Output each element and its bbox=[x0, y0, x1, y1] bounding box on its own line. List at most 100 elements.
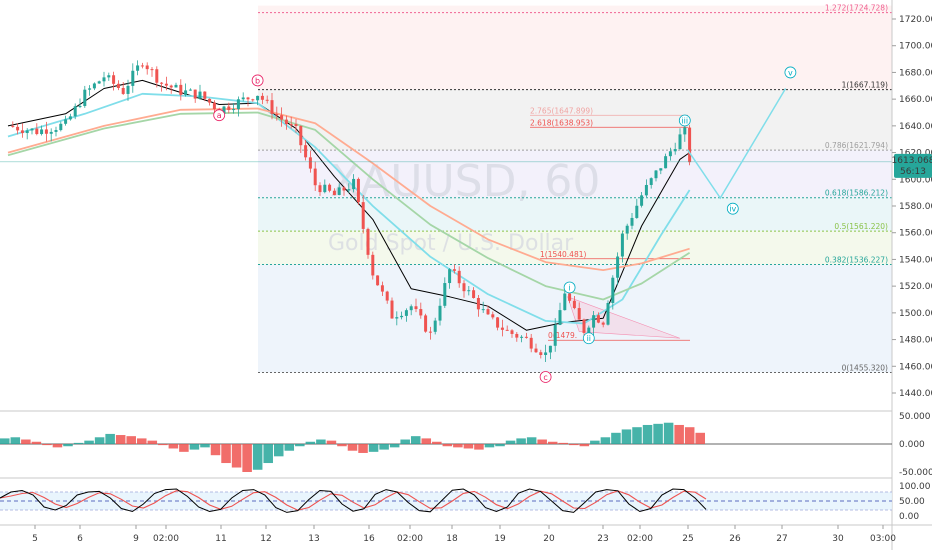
candle-body bbox=[644, 184, 648, 196]
time-tick-label: 03:00 bbox=[870, 534, 896, 544]
candle-body bbox=[241, 97, 245, 100]
ao-bar bbox=[84, 440, 94, 444]
candle-body bbox=[582, 319, 586, 333]
candle-body bbox=[318, 185, 322, 193]
wave-label-circle bbox=[251, 74, 264, 87]
candle-body bbox=[131, 70, 135, 86]
candle-body bbox=[476, 297, 480, 310]
time-tick-label: 20 bbox=[543, 534, 555, 544]
candle-body bbox=[524, 336, 528, 338]
last-price-value: 1613.068 bbox=[892, 156, 932, 166]
candle-body bbox=[304, 145, 308, 158]
ao-bar bbox=[516, 438, 526, 444]
candle-body bbox=[188, 89, 192, 91]
moving-average-line bbox=[7, 107, 690, 272]
candle-body bbox=[246, 97, 250, 100]
candle-body bbox=[260, 95, 264, 100]
candle-body bbox=[596, 315, 600, 323]
wave-label: c bbox=[543, 373, 547, 382]
candle-body bbox=[184, 90, 188, 95]
candle-body bbox=[150, 69, 154, 71]
stochastic-panel: 100.00 50.00 0.00 bbox=[0, 482, 931, 522]
candle-body bbox=[668, 151, 672, 157]
ao-bar bbox=[21, 439, 31, 444]
candle-body bbox=[529, 337, 533, 349]
candle-body bbox=[544, 352, 548, 355]
ao-bar bbox=[505, 440, 516, 444]
time-tick-label: 25 bbox=[682, 534, 693, 544]
candle-body bbox=[539, 352, 543, 355]
fib-extension-label: 1(1540.481) bbox=[540, 250, 586, 259]
fib-level-label: 0(1455.320) bbox=[842, 364, 888, 373]
price-axis[interactable]: 1720.000 1700.000 1680.000 1660.000 1640.000… bbox=[892, 15, 932, 399]
ao-bar bbox=[31, 441, 42, 444]
candle-body bbox=[452, 269, 456, 271]
ao-bar bbox=[158, 444, 168, 446]
candle-body bbox=[112, 75, 116, 84]
candle-body bbox=[236, 99, 240, 110]
candle-body bbox=[78, 105, 82, 107]
candle-body bbox=[606, 302, 610, 325]
candle-body bbox=[404, 310, 408, 316]
candle-body bbox=[323, 184, 327, 193]
candle-body bbox=[419, 309, 423, 316]
wave-label: v bbox=[788, 68, 793, 77]
candle-body bbox=[160, 82, 164, 84]
price-tick-label: 1560.000 bbox=[899, 229, 932, 239]
candle-body bbox=[572, 300, 576, 309]
candle-body bbox=[164, 83, 168, 86]
fib-zone-1 bbox=[258, 89, 892, 151]
wave-label-circle bbox=[678, 114, 691, 127]
ao-bar bbox=[695, 432, 705, 444]
ao-bar bbox=[273, 444, 284, 457]
last-price-countdown: 56:13 bbox=[900, 167, 926, 177]
candle-body bbox=[40, 129, 44, 135]
wave-label: ii bbox=[587, 334, 591, 343]
candle-body bbox=[457, 270, 461, 284]
ao-bar bbox=[326, 440, 337, 444]
price-series bbox=[0, 60, 892, 362]
moving-average-line bbox=[7, 92, 691, 325]
candle-body bbox=[251, 99, 255, 101]
awesome-oscillator-panel: 50.000 0.000 -50.000 bbox=[0, 412, 932, 478]
ao-bar bbox=[73, 442, 84, 444]
ao-bar bbox=[242, 444, 252, 472]
candle-body bbox=[659, 168, 663, 171]
fib-zone-extension bbox=[258, 5, 892, 90]
time-axis[interactable]: 5 6 9 02:00 11 12 13 16 02:00 18 19 20 23 02:00 25 26 27… bbox=[32, 525, 896, 544]
time-tick-label: 18 bbox=[446, 534, 458, 544]
fib-zone-2 bbox=[258, 150, 892, 198]
candle-body bbox=[390, 300, 394, 319]
wave-label-circle bbox=[784, 66, 797, 79]
candle-body bbox=[395, 317, 399, 319]
candle-body bbox=[462, 283, 466, 292]
fib-level-label: 0.382(1536.227) bbox=[825, 255, 888, 264]
candle-body bbox=[35, 128, 39, 135]
candle-body bbox=[443, 283, 447, 306]
wave-label-circle bbox=[726, 202, 739, 215]
candle-body bbox=[299, 125, 303, 146]
candle-body bbox=[505, 329, 509, 331]
price-tick-label: 1640.000 bbox=[899, 122, 932, 132]
candle-body bbox=[308, 157, 312, 169]
ao-bar bbox=[284, 444, 295, 451]
ao-bar bbox=[252, 444, 263, 470]
wave-label-circle bbox=[539, 371, 552, 383]
candle-body bbox=[568, 293, 572, 301]
candle-body bbox=[347, 189, 351, 191]
time-tick-label: 11 bbox=[215, 534, 226, 544]
time-tick-label: 13 bbox=[308, 534, 319, 544]
price-tick-label: 1520.000 bbox=[899, 282, 932, 292]
time-tick-label: 6 bbox=[77, 534, 83, 544]
candle-body bbox=[64, 119, 68, 124]
ao-bar bbox=[495, 444, 505, 447]
price-tick-label: 1580.000 bbox=[899, 202, 932, 212]
candle-body bbox=[592, 315, 596, 328]
candle-body bbox=[337, 187, 341, 196]
candle-body bbox=[683, 127, 687, 135]
ao-bar bbox=[421, 438, 432, 444]
moving-average-line bbox=[7, 79, 690, 331]
candle-body bbox=[121, 87, 125, 94]
ao-bar bbox=[642, 424, 653, 444]
